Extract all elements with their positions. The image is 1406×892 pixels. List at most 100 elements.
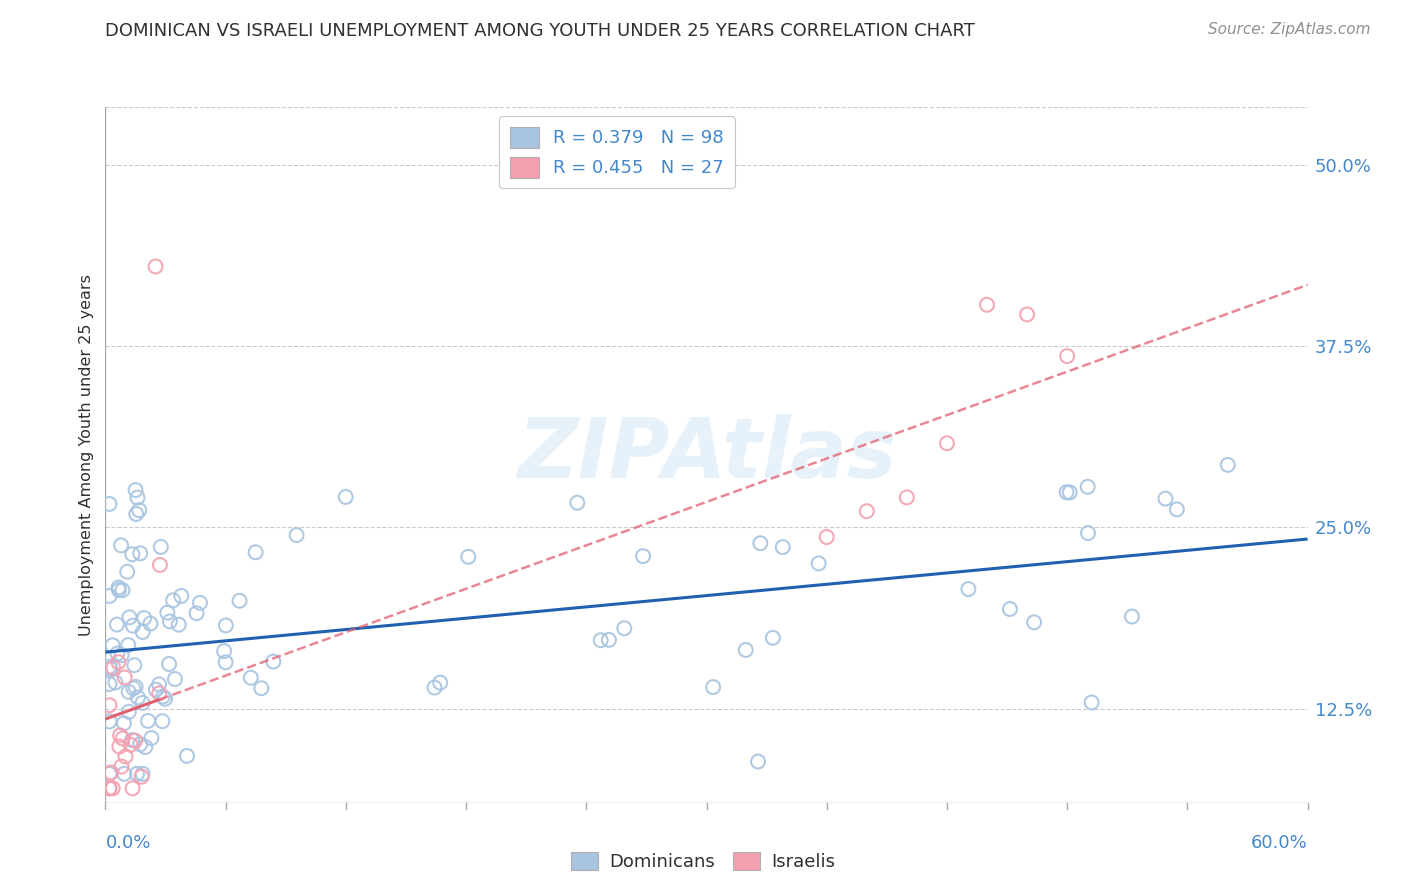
Point xyxy=(118,610,141,624)
Text: ZIPAtlas: ZIPAtlas xyxy=(517,415,896,495)
Point xyxy=(128,503,150,517)
Point xyxy=(103,660,125,674)
Point xyxy=(598,632,620,647)
Point xyxy=(98,589,121,603)
Y-axis label: Unemployment Among Youth under 25 years: Unemployment Among Youth under 25 years xyxy=(79,274,94,636)
Point xyxy=(1216,458,1239,472)
Point xyxy=(100,765,122,780)
Point xyxy=(186,606,208,620)
Text: 0.0%: 0.0% xyxy=(105,834,150,852)
Point xyxy=(98,781,121,796)
Point xyxy=(702,680,724,694)
Point xyxy=(335,490,357,504)
Point xyxy=(855,504,877,518)
Point xyxy=(631,549,654,563)
Point xyxy=(149,558,172,572)
Point xyxy=(101,781,124,796)
Point xyxy=(148,677,170,691)
Point xyxy=(107,581,129,595)
Legend: R = 0.379   N = 98, R = 0.455   N = 27: R = 0.379 N = 98, R = 0.455 N = 27 xyxy=(499,116,735,188)
Point xyxy=(212,644,235,658)
Legend: Dominicans, Israelis: Dominicans, Israelis xyxy=(564,845,842,879)
Point xyxy=(457,549,479,564)
Point xyxy=(1166,502,1188,516)
Point xyxy=(110,759,132,773)
Point xyxy=(111,583,134,598)
Point xyxy=(156,606,179,620)
Point xyxy=(245,545,267,559)
Point xyxy=(108,739,131,754)
Text: DOMINICAN VS ISRAELI UNEMPLOYMENT AMONG YOUTH UNDER 25 YEARS CORRELATION CHART: DOMINICAN VS ISRAELI UNEMPLOYMENT AMONG … xyxy=(105,22,976,40)
Point xyxy=(157,657,180,671)
Point xyxy=(239,671,262,685)
Point xyxy=(998,602,1021,616)
Point xyxy=(131,766,153,781)
Point xyxy=(567,496,589,510)
Point xyxy=(117,685,139,699)
Point xyxy=(149,540,172,554)
Text: 60.0%: 60.0% xyxy=(1251,834,1308,852)
Point xyxy=(167,617,190,632)
Point xyxy=(162,593,184,607)
Text: Source: ZipAtlas.com: Source: ZipAtlas.com xyxy=(1208,22,1371,37)
Point xyxy=(98,781,121,796)
Point xyxy=(101,638,124,652)
Point xyxy=(1154,491,1177,506)
Point xyxy=(136,714,159,728)
Point xyxy=(105,617,128,632)
Point xyxy=(815,530,838,544)
Point xyxy=(734,643,756,657)
Point xyxy=(134,611,156,625)
Point xyxy=(613,621,636,635)
Point xyxy=(120,738,142,752)
Point xyxy=(215,618,238,632)
Point xyxy=(124,658,146,673)
Point xyxy=(1121,609,1143,624)
Point xyxy=(145,682,167,697)
Point xyxy=(114,670,136,684)
Point xyxy=(111,648,134,662)
Point xyxy=(98,659,121,673)
Point xyxy=(98,677,121,691)
Point xyxy=(1077,526,1099,541)
Point xyxy=(108,582,131,597)
Point xyxy=(117,638,139,652)
Point xyxy=(125,507,148,521)
Point xyxy=(747,755,769,769)
Point xyxy=(117,565,139,579)
Point xyxy=(112,716,135,731)
Point xyxy=(118,705,141,719)
Point xyxy=(228,593,250,607)
Point xyxy=(145,260,167,274)
Point xyxy=(148,686,170,700)
Point xyxy=(807,557,830,571)
Point xyxy=(114,749,136,764)
Point xyxy=(141,731,163,745)
Point xyxy=(936,436,959,450)
Point xyxy=(1017,307,1039,321)
Point xyxy=(122,681,145,696)
Point xyxy=(124,733,146,747)
Point xyxy=(121,781,143,796)
Point xyxy=(1059,485,1081,500)
Point xyxy=(153,691,176,706)
Point xyxy=(98,698,121,713)
Point xyxy=(124,680,146,694)
Point xyxy=(429,675,451,690)
Point xyxy=(129,737,152,751)
Point xyxy=(749,536,772,550)
Point xyxy=(134,739,156,754)
Point xyxy=(262,655,284,669)
Point xyxy=(108,728,131,742)
Point xyxy=(111,731,134,746)
Point xyxy=(110,538,132,552)
Point xyxy=(423,681,446,695)
Point xyxy=(127,491,149,505)
Point xyxy=(957,582,980,596)
Point xyxy=(98,766,121,781)
Point xyxy=(131,625,153,640)
Point xyxy=(139,616,162,631)
Point xyxy=(170,589,193,603)
Point xyxy=(129,546,152,560)
Point xyxy=(1022,615,1045,630)
